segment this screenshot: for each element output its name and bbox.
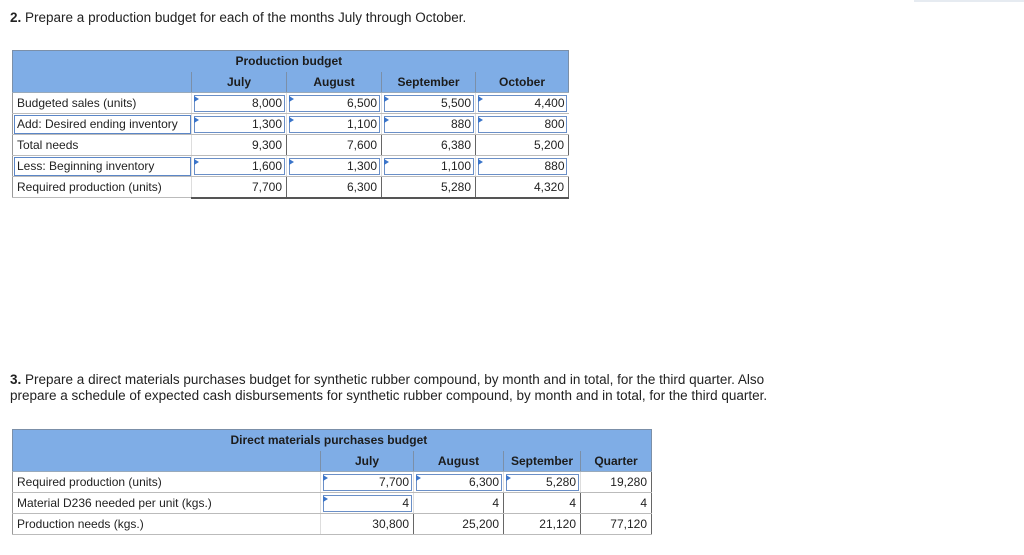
value-cell[interactable]: 880 [474, 155, 569, 177]
purchases-budget-title: Direct materials purchases budget [230, 433, 428, 447]
value-cell: 21,120 [503, 513, 581, 535]
column-header-july: July [320, 450, 414, 472]
value-cell: 6,300 [286, 176, 382, 199]
column-header-quarter: Quarter [580, 450, 652, 472]
value-cell[interactable]: 5,280 [503, 471, 581, 493]
purchases-budget-title-cell: Direct materials purchases budget [231, 429, 652, 451]
table-row: Add: Desired ending inventory 1,300 1,10… [12, 113, 569, 135]
purchases-budget-header-blank [12, 429, 321, 451]
question-2-text: Prepare a production budget for each of … [25, 10, 467, 25]
question-2: 2. Prepare a production budget for each … [10, 10, 466, 26]
table-row: Total needs 9,300 7,600 6,380 5,200 [12, 134, 570, 156]
value-cell[interactable]: 1,300 [191, 113, 287, 135]
column-header-august: August [413, 450, 504, 472]
row-label: Total needs [12, 134, 192, 156]
value-cell[interactable]: 8,000 [191, 92, 287, 114]
table-row: Less: Beginning inventory 1,600 1,300 1,… [12, 155, 569, 177]
value-cell[interactable]: 4,400 [474, 92, 569, 114]
value-cell: 25,200 [413, 513, 504, 535]
value-cell[interactable]: 4 [320, 492, 414, 514]
value-cell: 19,280 [580, 471, 652, 493]
column-header-september: September [381, 71, 476, 93]
row-label: Material D236 needed per unit (kgs.) [12, 492, 321, 514]
value-cell: 7,700 [191, 176, 287, 199]
value-cell[interactable]: 5,500 [381, 92, 476, 114]
value-cell: 7,600 [286, 134, 382, 156]
question-3-number: 3. [10, 372, 22, 387]
value-cell[interactable]: 6,300 [413, 471, 504, 493]
question-2-number: 2. [10, 10, 22, 25]
question-3-line-1: Prepare a direct materials purchases bud… [25, 372, 765, 387]
production-budget-header-blank [12, 50, 192, 72]
value-cell[interactable]: 800 [474, 113, 569, 135]
value-cell: 4 [413, 492, 504, 514]
top-divider [914, 0, 1024, 2]
value-cell[interactable]: 880 [381, 113, 476, 135]
column-header-blank [12, 450, 321, 472]
value-cell: 5,280 [381, 176, 476, 199]
question-3-line-2: prepare a schedule of expected cash disb… [10, 388, 768, 403]
purchases-budget-table: Direct materials purchases budget July A… [12, 429, 652, 535]
value-cell[interactable]: 6,500 [286, 92, 382, 114]
row-label[interactable]: Less: Beginning inventory [12, 155, 192, 177]
question-3: 3. Prepare a direct materials purchases … [10, 372, 767, 404]
table-row: Production needs (kgs.) 30,800 25,200 21… [12, 513, 652, 535]
row-label[interactable]: Add: Desired ending inventory [12, 113, 192, 135]
production-budget-title: Production budget [191, 50, 570, 72]
row-label: Required production (units) [12, 471, 321, 493]
value-cell[interactable]: 1,100 [286, 113, 382, 135]
table-row: Material D236 needed per unit (kgs.) 4 4… [12, 492, 652, 514]
value-cell: 6,380 [381, 134, 476, 156]
column-header-october: October [474, 71, 570, 93]
table-row: Required production (units) 7,700 6,300 … [12, 176, 570, 199]
value-cell: 5,200 [474, 134, 570, 156]
column-header-july: July [191, 71, 287, 93]
value-cell: 4 [580, 492, 652, 514]
value-cell[interactable]: 1,600 [191, 155, 287, 177]
value-cell[interactable]: 1,300 [286, 155, 382, 177]
value-cell[interactable]: 1,100 [381, 155, 476, 177]
column-header-august: August [286, 71, 382, 93]
value-cell[interactable]: 7,700 [320, 471, 414, 493]
column-header-september: September [503, 450, 581, 472]
column-header-blank [12, 71, 192, 93]
value-cell: 4 [503, 492, 581, 514]
value-cell: 77,120 [580, 513, 652, 535]
production-budget-table: Production budget July August September … [12, 50, 570, 199]
row-label: Production needs (kgs.) [12, 513, 321, 535]
row-label: Required production (units) [12, 176, 192, 198]
value-cell: 30,800 [320, 513, 414, 535]
table-row: Required production (units) 7,700 6,300 … [12, 471, 652, 493]
table-row: Budgeted sales (units) 8,000 6,500 5,500… [12, 92, 569, 114]
value-cell: 4,320 [474, 176, 570, 199]
row-label: Budgeted sales (units) [12, 92, 192, 114]
value-cell: 9,300 [191, 134, 287, 156]
